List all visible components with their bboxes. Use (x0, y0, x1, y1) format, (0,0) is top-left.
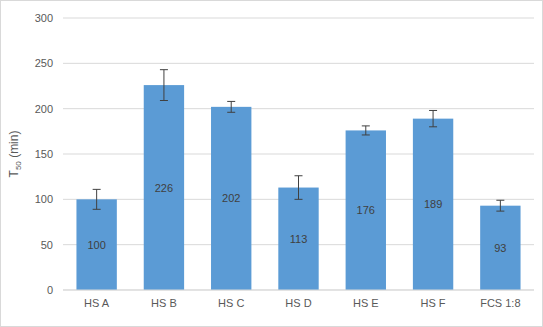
bar (144, 85, 184, 290)
grid-line (63, 63, 534, 64)
error-bar (362, 126, 370, 135)
x-tick-label: HS F (421, 297, 446, 309)
y-tick-label: 0 (47, 284, 53, 296)
data-label: 189 (424, 198, 442, 210)
y-tick-label: 200 (35, 103, 53, 115)
x-axis-line (63, 290, 534, 291)
grid-line (63, 290, 534, 291)
x-tick-label: HS B (151, 297, 177, 309)
x-tick-label: HS C (218, 297, 244, 309)
error-bar (496, 200, 504, 211)
y-tick-label: 100 (35, 193, 53, 205)
data-label: 100 (87, 239, 105, 251)
grid-line (63, 154, 534, 155)
data-label: 93 (494, 242, 506, 254)
error-bar (160, 70, 168, 101)
y-tick-label: 150 (35, 148, 53, 160)
error-bar (295, 176, 303, 200)
error-bar (227, 101, 235, 112)
data-label: 113 (290, 233, 308, 245)
x-tick-label: HS D (285, 297, 311, 309)
grid-line (63, 199, 534, 200)
bar (480, 206, 520, 290)
y-axis-label: T50 (min) (7, 131, 23, 178)
data-label: 176 (357, 204, 375, 216)
bar (413, 119, 453, 290)
x-tick-label: HS A (84, 297, 110, 309)
x-tick-label: FCS 1:8 (480, 297, 520, 309)
chart: 0 50 100 150 200 250 300 100 HS A 226 HS B 202 HS C 1… (1, 1, 542, 326)
bar (346, 130, 386, 290)
grid-line (63, 108, 534, 109)
error-bar (93, 189, 101, 209)
bar (76, 199, 116, 290)
error-bar (429, 110, 437, 126)
data-label: 226 (155, 182, 173, 194)
y-tick-label: 250 (35, 57, 53, 69)
data-label: 202 (222, 192, 240, 204)
bars (76, 70, 520, 290)
y-tick-label: 300 (35, 12, 53, 24)
y-tick-label: 50 (41, 239, 53, 251)
chart-frame: 0 50 100 150 200 250 300 100 HS A 226 HS B 202 HS C 1… (0, 0, 543, 327)
x-tick-label: HS E (353, 297, 379, 309)
bar (211, 107, 251, 290)
grid-line (63, 18, 534, 19)
bar (278, 188, 318, 290)
